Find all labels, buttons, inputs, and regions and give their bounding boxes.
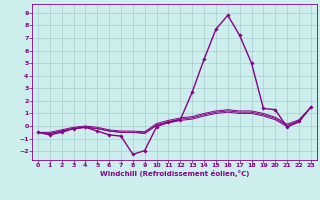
X-axis label: Windchill (Refroidissement éolien,°C): Windchill (Refroidissement éolien,°C) [100, 170, 249, 177]
